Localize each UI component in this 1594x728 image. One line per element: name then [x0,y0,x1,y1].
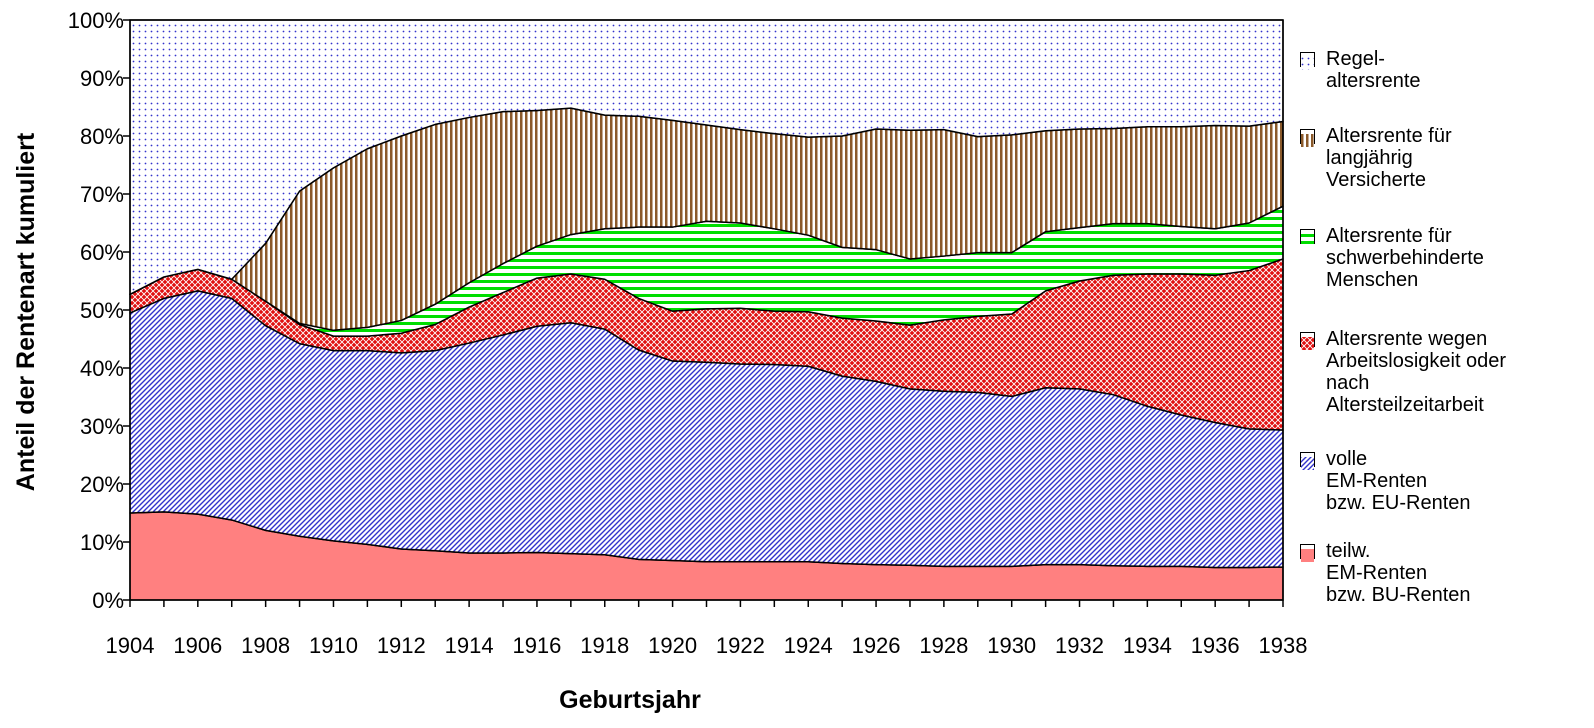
x-tick-label: 1932 [1055,633,1104,658]
x-tick-label: 1906 [173,633,222,658]
legend-label: Altersrente für langjährig Versicherte [1326,125,1452,191]
y-tick-label: 50% [80,298,124,323]
x-tick-label: 1938 [1259,633,1308,658]
legend-swatch [1300,332,1315,350]
x-tick-label: 1924 [784,633,833,658]
y-tick-label: 0% [92,588,124,613]
legend-swatch [1300,452,1315,470]
y-tick-label: 20% [80,472,124,497]
x-tick-label: 1936 [1191,633,1240,658]
x-tick-label: 1926 [852,633,901,658]
x-tick-label: 1922 [716,633,765,658]
y-tick-label: 10% [80,530,124,555]
y-tick-label: 40% [80,356,124,381]
legend-item: Altersrente für schwerbehinderte Mensche… [1300,225,1484,291]
legend-item: teilw. EM-Renten bzw. BU-Renten [1300,540,1471,606]
x-tick-label: 1920 [648,633,697,658]
x-tick-label: 1934 [1123,633,1172,658]
legend-swatch [1300,544,1315,562]
legend-label: teilw. EM-Renten bzw. BU-Renten [1326,540,1471,606]
y-tick-label: 60% [80,240,124,265]
x-tick-label: 1918 [580,633,629,658]
y-tick-label: 70% [80,182,124,207]
x-axis-title: Geburtsjahr [559,686,701,714]
x-tick-label: 1916 [512,633,561,658]
x-tick-label: 1904 [106,633,155,658]
legend-label: Altersrente für schwerbehinderte Mensche… [1326,225,1484,291]
legend-label: Altersrente wegen Arbeitslosigkeit oder … [1326,328,1507,416]
x-tick-label: 1914 [445,633,494,658]
legend-item: volle EM-Renten bzw. EU-Renten [1300,448,1471,514]
y-tick-label: 90% [80,66,124,91]
y-axis-title: Anteil der Rentenart kumuliert [12,132,40,491]
legend-label: Regel- altersrente [1326,48,1421,92]
x-tick-label: 1928 [919,633,968,658]
x-tick-label: 1930 [987,633,1036,658]
legend-swatch [1300,129,1315,147]
legend-item: Altersrente wegen Arbeitslosigkeit oder … [1300,328,1506,416]
legend-swatch [1300,52,1315,70]
legend-swatch [1300,229,1315,247]
legend-item: Altersrente für langjährig Versicherte [1300,125,1452,191]
y-tick-label: 80% [80,124,124,149]
y-tick-label: 100% [68,8,124,33]
legend-item: Regel- altersrente [1300,48,1421,92]
x-tick-label: 1910 [309,633,358,658]
y-tick-label: 30% [80,414,124,439]
x-tick-label: 1908 [241,633,290,658]
legend-label: volle EM-Renten bzw. EU-Renten [1326,448,1471,514]
x-tick-label: 1912 [377,633,426,658]
